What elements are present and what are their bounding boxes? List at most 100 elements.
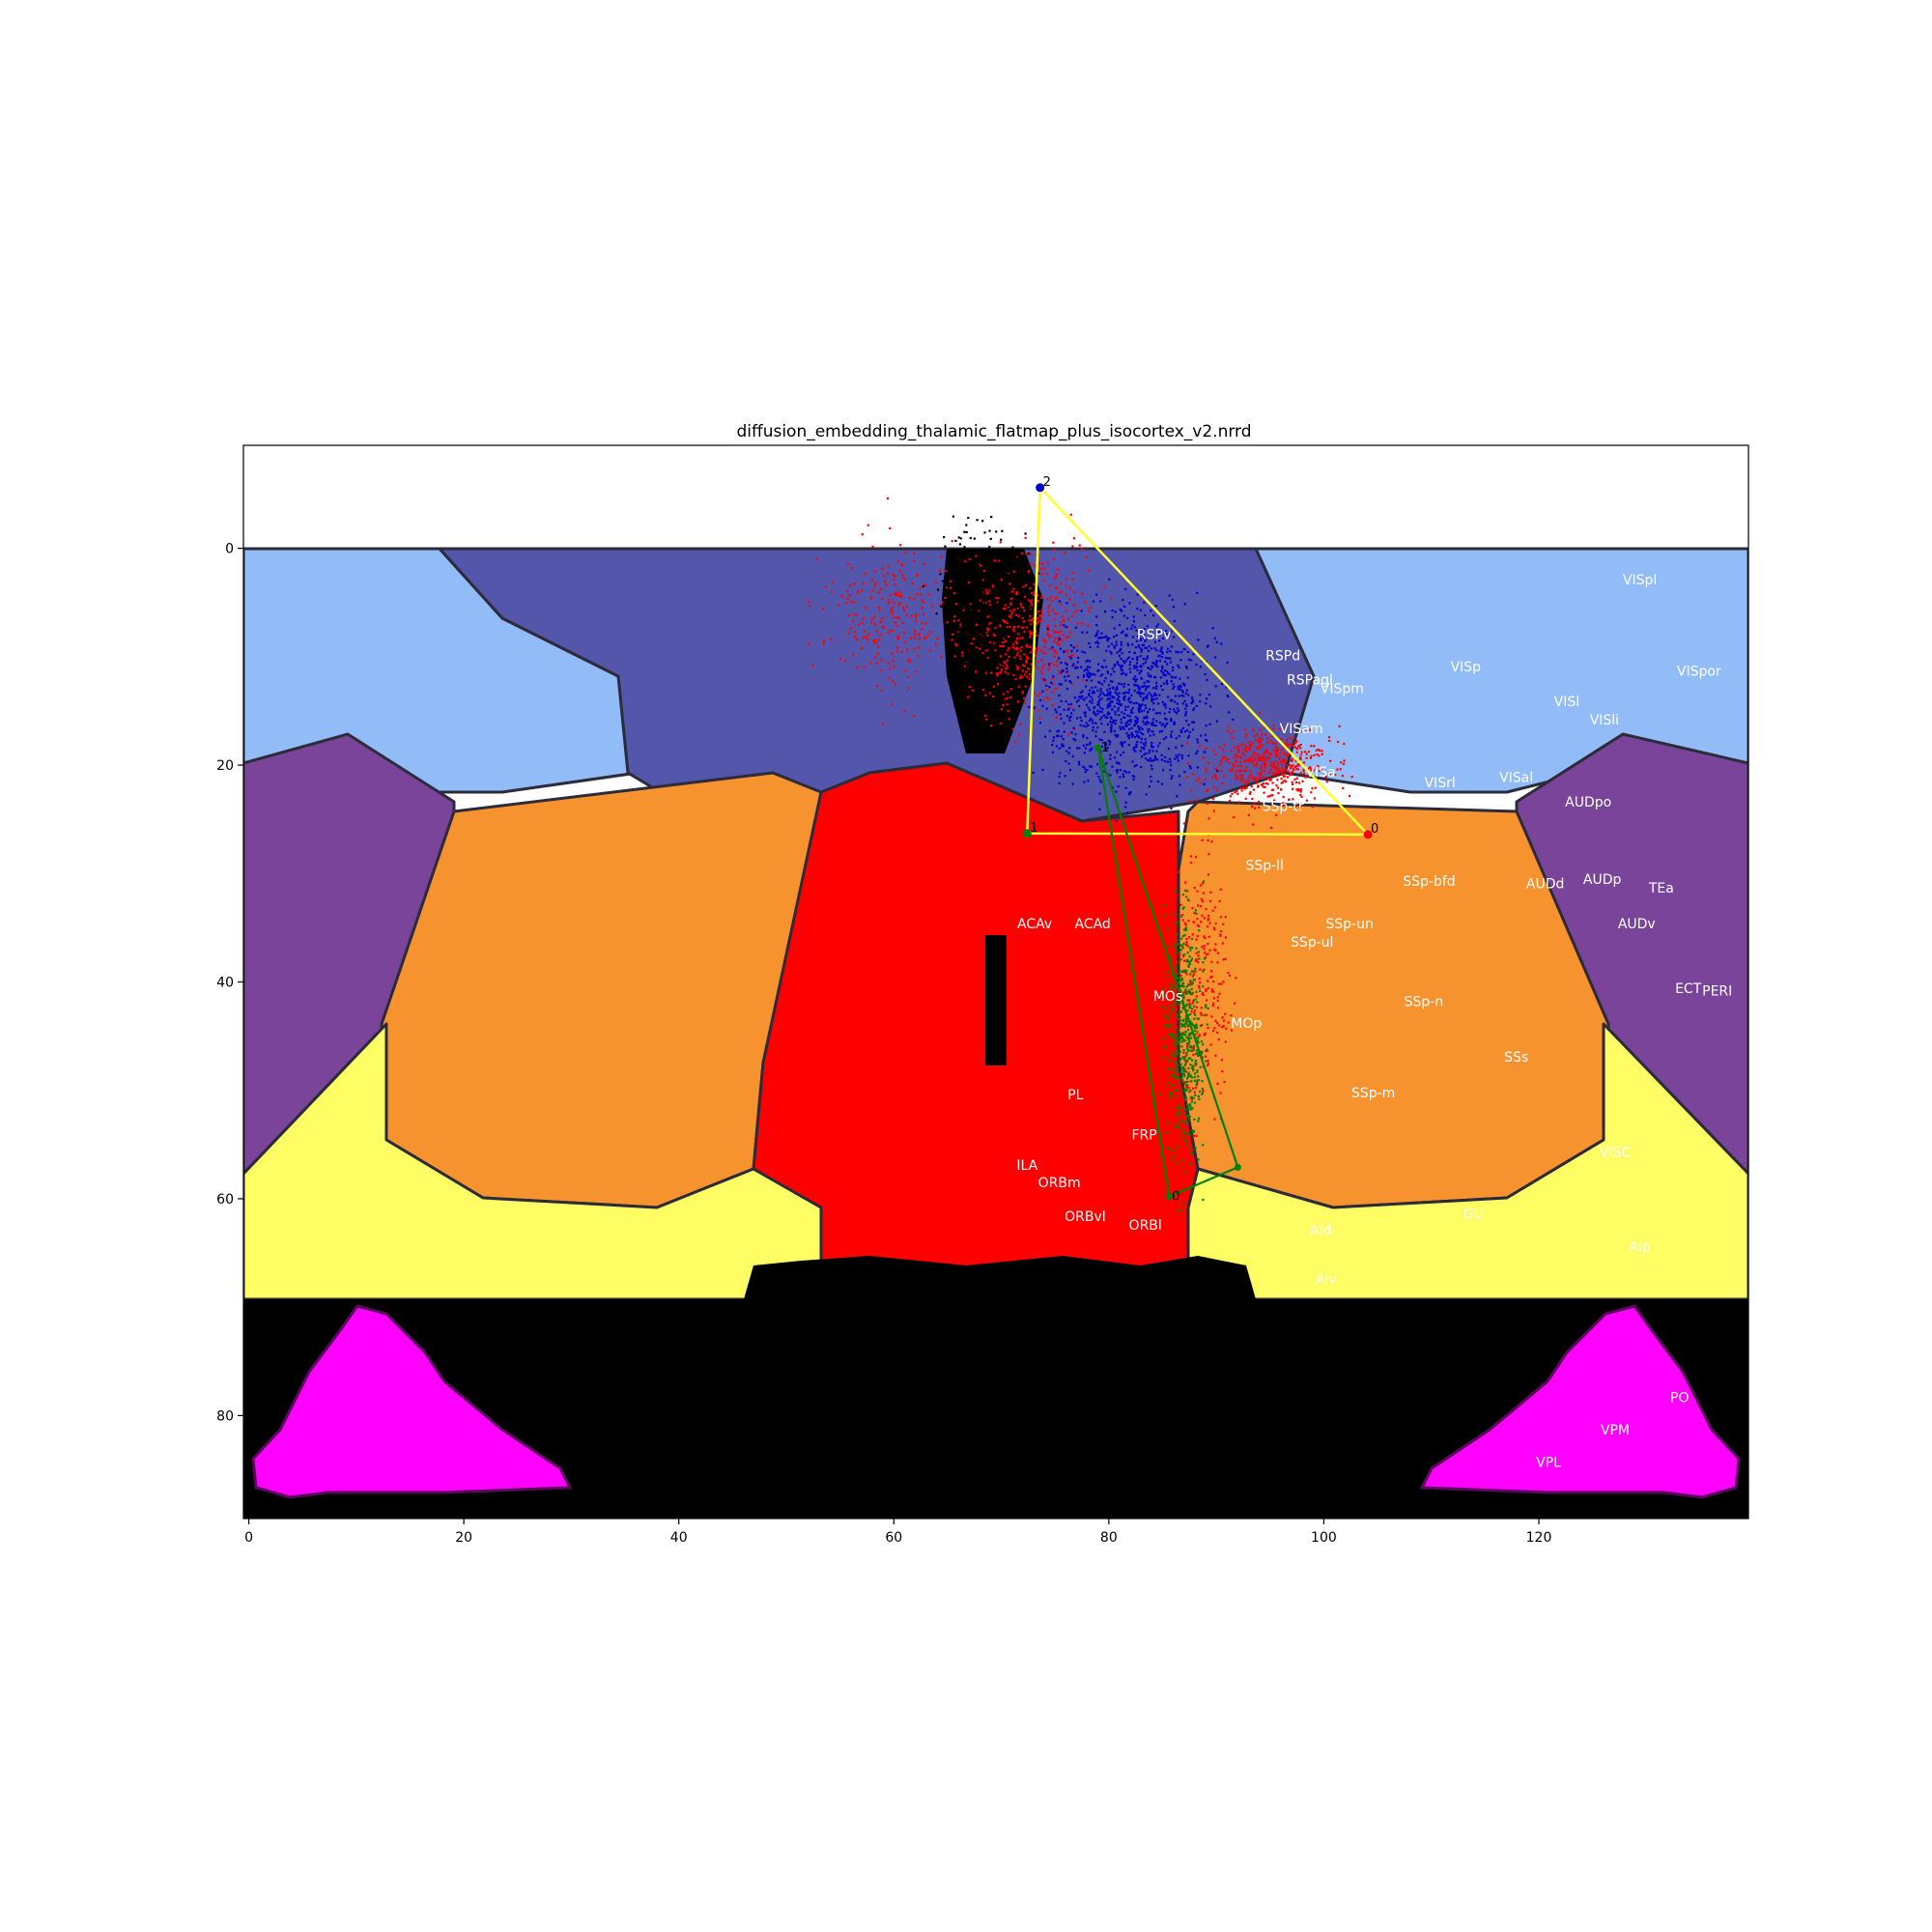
scatter-point — [1159, 685, 1163, 688]
scatter-point — [1185, 776, 1188, 779]
scatter-point — [990, 591, 994, 594]
scatter-point — [1171, 1006, 1174, 1009]
scatter-point — [1086, 672, 1089, 675]
scatter-point — [1109, 697, 1112, 700]
scatter-point — [1137, 643, 1140, 647]
scatter-point — [1164, 725, 1167, 728]
scatter-point — [888, 602, 891, 605]
scatter-point — [974, 644, 977, 648]
scatter-point — [896, 593, 900, 596]
scatter-point — [1236, 770, 1238, 773]
scatter-point — [1165, 971, 1169, 974]
scatter-point — [1128, 723, 1131, 725]
scatter-point — [988, 600, 991, 603]
scatter-point — [1065, 670, 1068, 673]
scatter-point — [1170, 1075, 1173, 1078]
scatter-point — [967, 638, 970, 640]
scatter-point — [1204, 733, 1207, 736]
scatter-point — [1196, 591, 1199, 594]
scatter-point — [1135, 629, 1138, 632]
scatter-point — [1116, 769, 1120, 772]
scatter-point — [1127, 697, 1130, 700]
scatter-point — [1120, 727, 1122, 731]
scatter-point — [1121, 652, 1123, 655]
scatter-point — [1188, 1115, 1191, 1119]
scatter-point — [1112, 719, 1116, 722]
scatter-point — [1011, 645, 1014, 648]
scatter-point — [1155, 661, 1158, 664]
scatter-point — [1136, 741, 1139, 744]
scatter-point — [1187, 965, 1190, 968]
scatter-point — [1157, 655, 1160, 658]
scatter-point — [905, 613, 908, 616]
scatter-point — [1152, 697, 1155, 701]
scatter-point — [1177, 709, 1180, 712]
scatter-point — [1157, 702, 1160, 705]
scatter-point — [1012, 642, 1015, 645]
scatter-point — [1222, 1019, 1226, 1022]
scatter-point — [1058, 631, 1061, 635]
scatter-point — [1207, 919, 1209, 922]
scatter-point — [1227, 971, 1230, 975]
scatter-point — [1192, 999, 1195, 1002]
scatter-point — [1012, 560, 1015, 563]
scatter-point — [993, 641, 996, 644]
scatter-point — [1051, 609, 1055, 611]
scatter-point — [1120, 648, 1122, 651]
scatter-point — [1166, 650, 1169, 654]
scatter-point — [968, 561, 971, 564]
scatter-point — [1153, 640, 1157, 643]
scatter-point — [1086, 631, 1089, 634]
scatter-point — [1283, 760, 1286, 763]
scatter-point — [1124, 705, 1127, 708]
scatter-point — [1224, 1040, 1227, 1043]
scatter-point — [1189, 980, 1192, 982]
scatter-point — [844, 660, 847, 663]
scatter-point — [1138, 686, 1142, 689]
scatter-point — [1297, 781, 1301, 784]
scatter-point — [962, 621, 965, 624]
scatter-point — [1188, 999, 1191, 1002]
scatter-point — [1082, 673, 1086, 677]
scatter-point — [1205, 952, 1208, 956]
scatter-point — [919, 593, 922, 596]
scatter-point — [1236, 764, 1239, 768]
scatter-point — [1158, 639, 1161, 642]
region-label: VISp — [1451, 660, 1482, 675]
scatter-point — [1065, 593, 1067, 596]
region-label: ORBl — [1129, 1218, 1162, 1234]
scatter-point — [1213, 774, 1216, 777]
scatter-point — [1122, 660, 1124, 663]
scatter-point — [1178, 925, 1181, 928]
scatter-point — [1060, 683, 1063, 686]
scatter-point — [1118, 624, 1122, 627]
scatter-point — [1257, 772, 1260, 775]
scatter-point — [892, 573, 895, 576]
scatter-point — [1248, 744, 1252, 747]
scatter-point — [1201, 1087, 1204, 1091]
scatter-point — [1182, 942, 1185, 946]
scatter-point — [1000, 644, 1004, 647]
scatter-point — [1309, 728, 1312, 731]
scatter-point — [1043, 663, 1046, 666]
scatter-point — [1195, 995, 1198, 998]
scatter-point — [1182, 1073, 1185, 1076]
scatter-point — [953, 598, 956, 601]
scatter-point — [984, 585, 987, 588]
scatter-point — [923, 601, 925, 604]
scatter-point — [1139, 655, 1142, 658]
scatter-point — [1012, 570, 1015, 573]
scatter-point — [1059, 713, 1062, 716]
scatter-point — [1103, 680, 1106, 683]
scatter-point — [856, 592, 860, 595]
scatter-point — [981, 520, 984, 523]
scatter-point — [969, 662, 972, 665]
scatter-point — [1108, 578, 1111, 581]
scatter-point — [1115, 751, 1119, 753]
scatter-point — [1187, 1043, 1190, 1046]
scatter-point — [1169, 763, 1173, 767]
scatter-point — [1184, 926, 1187, 929]
scatter-point — [984, 694, 987, 696]
scatter-point — [1056, 664, 1059, 667]
scatter-point — [1138, 726, 1141, 730]
